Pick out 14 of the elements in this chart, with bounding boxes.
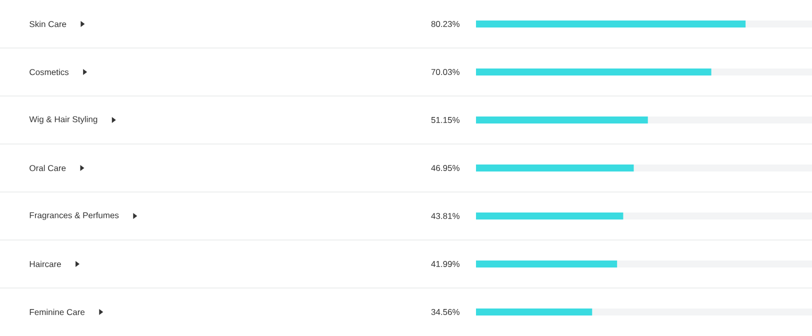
data-label: 46.95% — [431, 164, 460, 171]
y-tick-label: Haircare — [30, 260, 61, 268]
y-tick-label: Feminine Care — [30, 308, 85, 316]
y-tick-label: Wig & Hair Styling — [29, 116, 98, 124]
data-label: 80.23% — [431, 20, 460, 27]
data-label: 43.81% — [431, 212, 460, 219]
y-tick-label: Oral Care — [30, 164, 66, 172]
data-label: 51.15% — [431, 117, 460, 123]
data-label: 41.99% — [431, 260, 460, 267]
y-tick-label: Cosmetics — [30, 68, 69, 76]
data-label: 70.03% — [431, 68, 460, 75]
y-tick-label: Skin Care — [30, 20, 66, 28]
data-label: 34.56% — [431, 308, 460, 315]
y-tick-label: Fragrances & Perfumes — [30, 212, 119, 220]
